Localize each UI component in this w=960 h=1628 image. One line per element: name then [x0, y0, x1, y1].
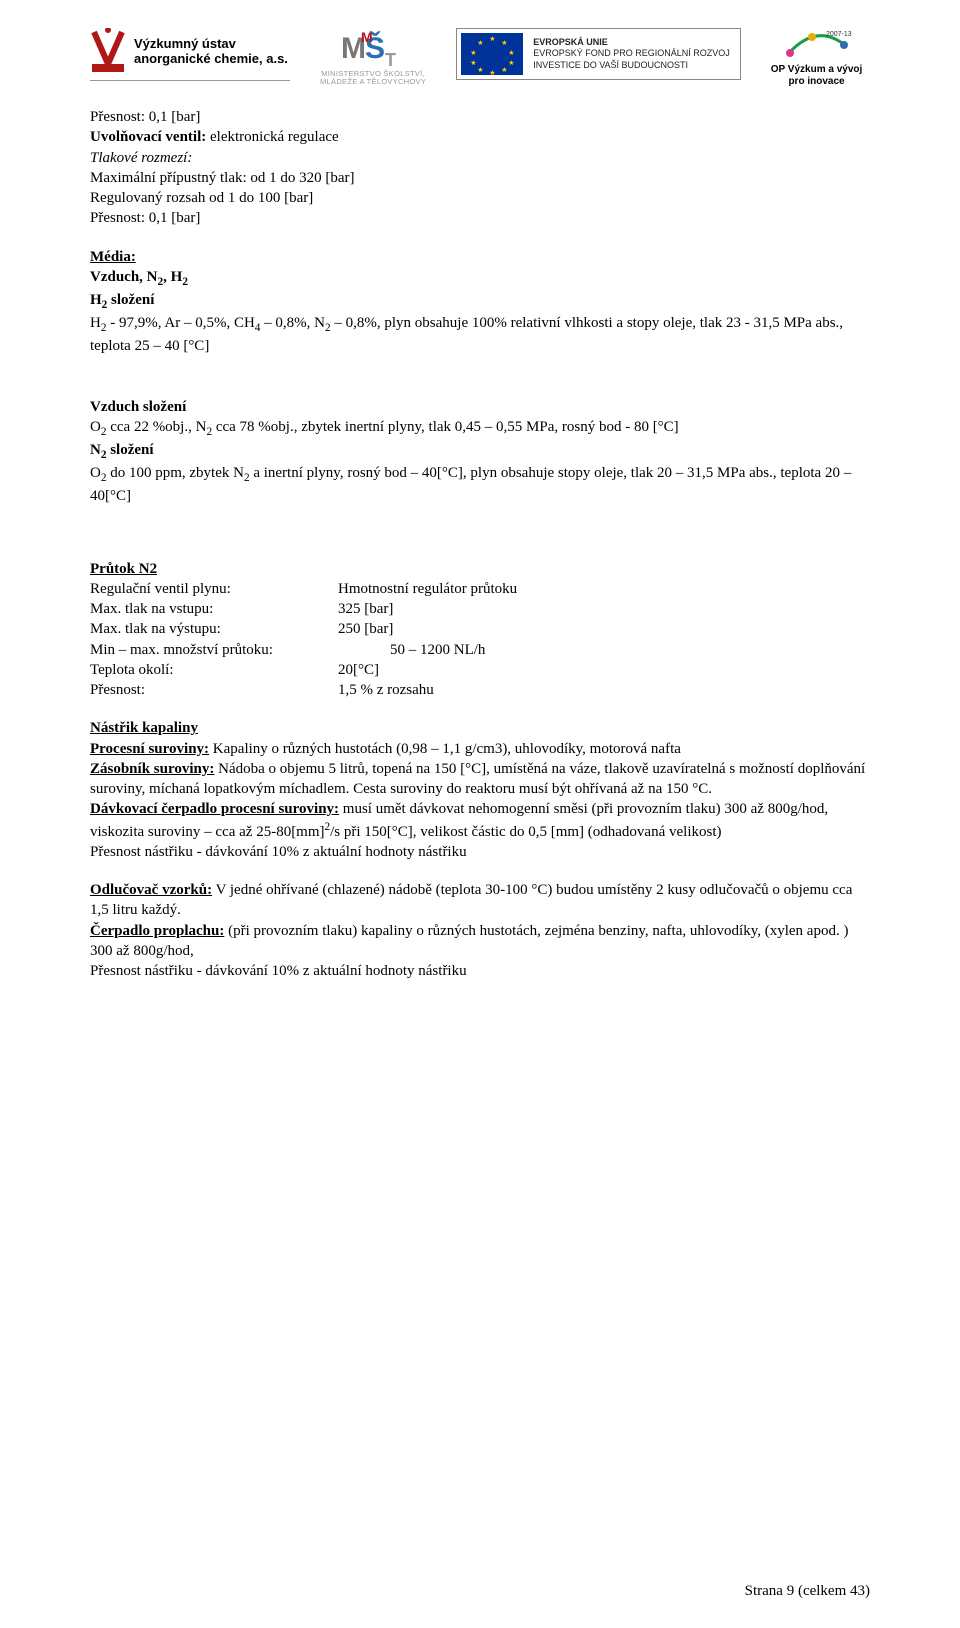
- eu-text-3: INVESTICE DO VAŠÍ BUDOUCNOSTI: [533, 60, 730, 71]
- table-row: Teplota okolí:20[°C]: [90, 660, 870, 680]
- page: Výzkumný ústav anorganické chemie, a.s. …: [0, 0, 960, 1628]
- section-odlucovac: Odlučovač vzorků: V jedné ohřívané (chla…: [90, 880, 870, 981]
- vuac-line1: Výzkumný ústav: [134, 37, 288, 52]
- logo-msmt: M Š M T MINISTERSTVO ŠKOLSTVÍ, MLÁDEŽE A…: [320, 28, 426, 87]
- section-presnost: Přesnost: 0,1 [bar] Uvolňovací ventil: e…: [90, 107, 870, 229]
- vuac-icon: [90, 28, 126, 76]
- section-prutok: Průtok N2 Regulační ventil plynu:Hmotnos…: [90, 559, 870, 701]
- table-row: Min – max. množství průtoku:50 – 1200 NL…: [90, 640, 870, 660]
- nastrik-line: Zásobník suroviny: Nádoba o objemu 5 lit…: [90, 759, 870, 800]
- svg-text:2007-13: 2007-13: [826, 31, 852, 38]
- table-row: Max. tlak na vstupu:325 [bar]: [90, 599, 870, 619]
- table-row: Regulační ventil plynu:Hmotnostní regulá…: [90, 579, 870, 599]
- op-caption2: pro inovace: [771, 76, 863, 88]
- media-line: H2 - 97,9%, Ar – 0,5%, CH4 – 0,8%, N2 – …: [90, 313, 870, 356]
- nastrik-line: Procesní suroviny: Kapaliny o různých hu…: [90, 739, 870, 759]
- media-line: Vzduch, N2, H2: [90, 267, 870, 290]
- line: Přesnost: 0,1 [bar]: [90, 208, 870, 228]
- line: Maximální přípustný tlak: od 1 do 320 [b…: [90, 168, 870, 188]
- section-media: Média: Vzduch, N2, H2 H2 složení H2 - 97…: [90, 247, 870, 357]
- eu-text-1: EVROPSKÁ UNIE: [533, 37, 730, 48]
- op-caption1: OP Výzkum a vývoj: [771, 64, 863, 76]
- vzduch-line: O2 cca 22 %obj., N2 cca 78 %obj., zbytek…: [90, 417, 870, 440]
- table-row: Přesnost:1,5 % z rozsahu: [90, 680, 870, 700]
- page-footer: Strana 9 (celkem 43): [745, 1583, 870, 1600]
- logo-eu: ★ ★ ★ ★ ★ ★ ★ ★ ★ ★ EVROPSKÁ UNIE EVROPS…: [456, 28, 741, 80]
- op-icon: 2007-13: [782, 28, 852, 62]
- prutok-title: Průtok N2: [90, 559, 870, 579]
- line: Regulovaný rozsah od 1 do 100 [bar]: [90, 188, 870, 208]
- msmt-caption2: MLÁDEŽE A TĚLOVÝCHOVY: [320, 78, 426, 86]
- section-vzduch: Vzduch složení O2 cca 22 %obj., N2 cca 7…: [90, 397, 870, 507]
- vuac-line2: anorganické chemie, a.s.: [134, 52, 288, 67]
- logo-vuac: Výzkumný ústav anorganické chemie, a.s.: [90, 28, 290, 99]
- header-divider: [90, 80, 290, 81]
- vzduch-line: N2 složení: [90, 440, 870, 463]
- svg-text:M: M: [361, 29, 373, 45]
- header: Výzkumný ústav anorganické chemie, a.s. …: [90, 28, 870, 99]
- nastrik-line: Dávkovací čerpadlo procesní suroviny: mu…: [90, 799, 870, 842]
- vzduch-line: O2 do 100 ppm, zbytek N2 a inertní plyny…: [90, 463, 870, 506]
- odluc-line: Přesnost nástřiku - dávkování 10% z aktu…: [90, 961, 870, 981]
- line: Uvolňovací ventil: elektronická regulace: [90, 127, 870, 147]
- table-row: Max. tlak na výstupu:250 [bar]: [90, 619, 870, 639]
- vzduch-title: Vzduch složení: [90, 397, 870, 417]
- eu-text-2: EVROPSKÝ FOND PRO REGIONÁLNÍ ROZVOJ: [533, 48, 730, 59]
- odluc-line: Odlučovač vzorků: V jedné ohřívané (chla…: [90, 880, 870, 921]
- eu-flag-icon: ★ ★ ★ ★ ★ ★ ★ ★ ★ ★: [461, 33, 523, 75]
- msmt-icon: M Š M T: [341, 28, 405, 68]
- line: Tlakové rozmezí:: [90, 148, 870, 168]
- media-title: Média:: [90, 247, 870, 267]
- odluc-line: Čerpadlo proplachu: (při provozním tlaku…: [90, 921, 870, 962]
- logo-op: 2007-13 OP Výzkum a vývoj pro inovace: [771, 28, 863, 87]
- section-nastrik: Nástřik kapaliny Procesní suroviny: Kapa…: [90, 718, 870, 862]
- svg-text:T: T: [385, 50, 396, 68]
- media-line: H2 složení: [90, 290, 870, 313]
- nastrik-line: Přesnost nástřiku - dávkování 10% z aktu…: [90, 842, 870, 862]
- line: Přesnost: 0,1 [bar]: [90, 107, 870, 127]
- nastrik-title: Nástřik kapaliny: [90, 718, 870, 738]
